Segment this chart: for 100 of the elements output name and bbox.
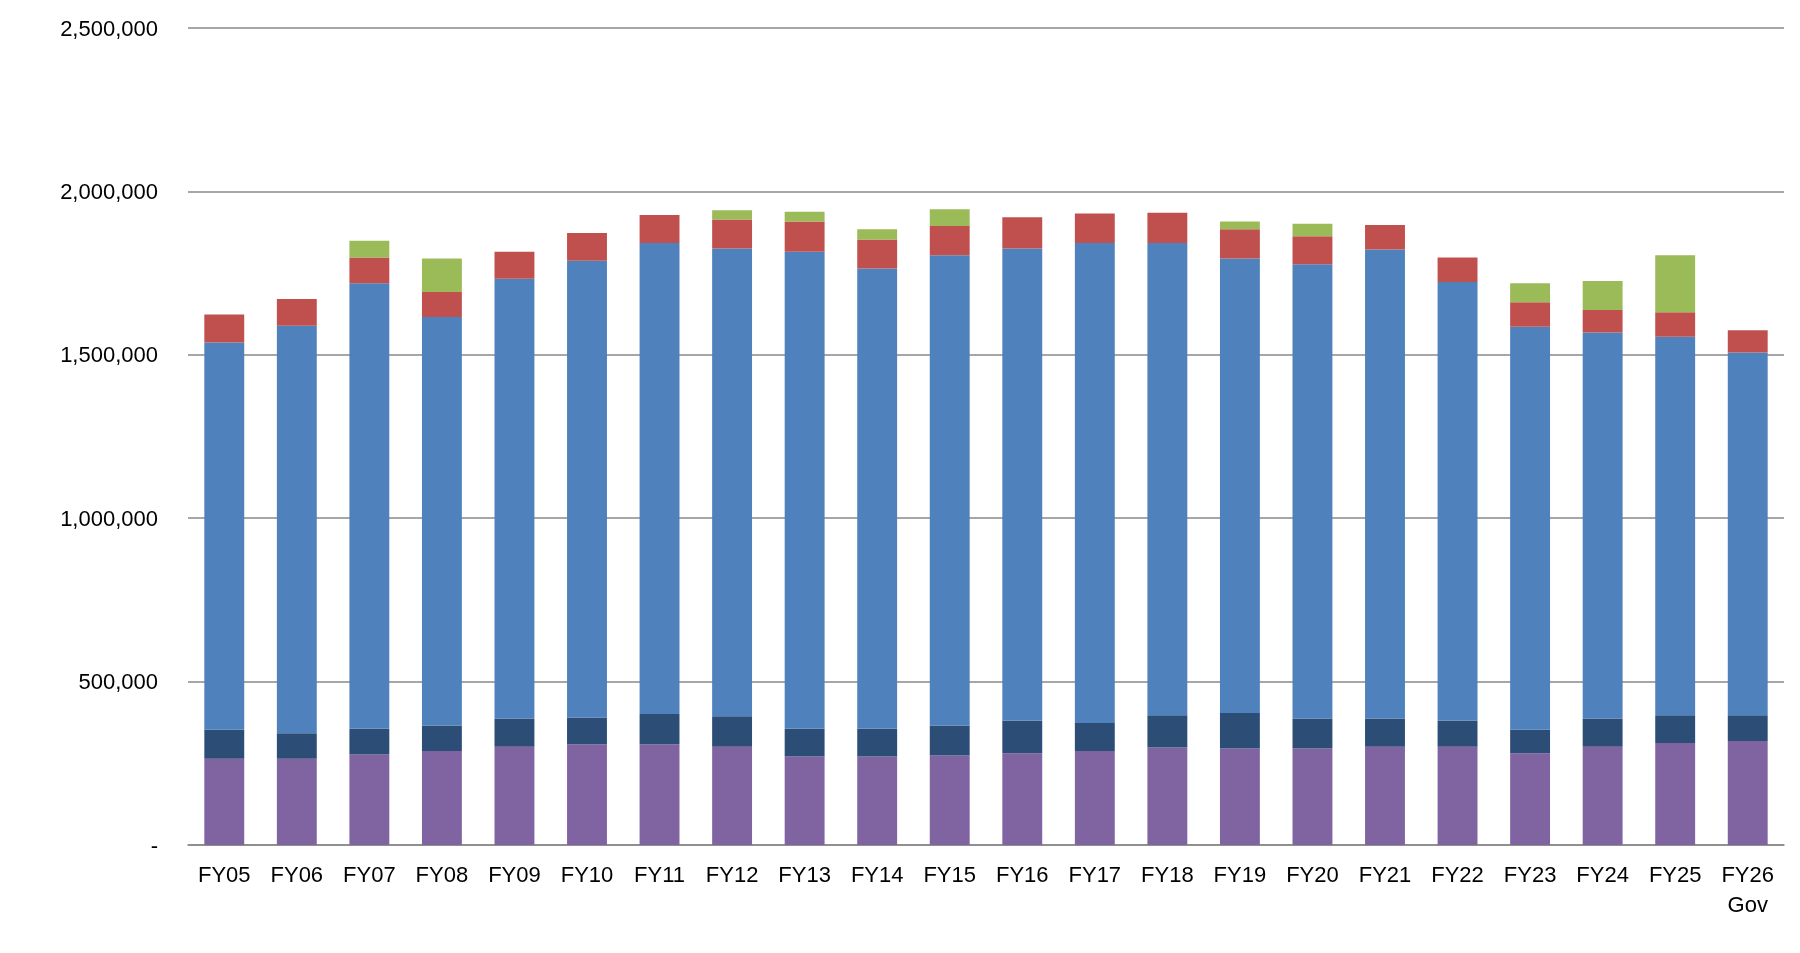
bar [204,314,245,343]
bar [1727,352,1768,716]
bar [349,283,390,729]
bar [421,750,462,845]
x-tick-label: FY19 [1213,861,1267,887]
bar [929,725,970,756]
bar [349,240,390,258]
bar [784,221,825,252]
bar [1292,223,1333,237]
bar [784,728,825,757]
bar [712,248,753,717]
bar [567,232,607,261]
x-tick-label: FY26 Gov [1721,861,1775,917]
bar [1582,718,1623,747]
bar [1437,257,1478,282]
bar [712,219,753,249]
y-tick-label: - [150,832,158,858]
x-tick-label: FY09 [488,861,541,887]
y-tick-label: 500,000 [78,669,158,695]
bar [1655,255,1696,313]
bar [1437,281,1478,721]
bar [857,756,898,845]
x-tick-label: FY20 [1286,861,1339,887]
bar [494,718,535,747]
bar [1510,326,1551,730]
bar [929,255,970,726]
bar [639,713,680,745]
bar [1219,712,1260,749]
bar [1074,723,1115,751]
x-tick-label: FY12 [705,861,759,887]
bar [784,211,825,222]
bar [857,239,898,269]
bar [1437,720,1478,747]
bar [276,733,317,759]
bar [1292,236,1333,265]
bar [494,278,535,719]
bar [1219,229,1260,259]
bar [1365,249,1405,719]
bar [929,226,970,256]
x-tick-label: FY15 [923,861,977,887]
x-tick-label: FY08 [415,861,469,887]
bar [1219,748,1260,845]
bar [1147,715,1188,748]
bar [639,243,680,714]
bar [1582,310,1623,333]
x-tick-label: FY18 [1141,861,1194,887]
bar [204,342,245,730]
x-tick-label: FY21 [1358,861,1412,887]
bar [1727,741,1768,845]
bar [1510,302,1551,327]
bar [1365,225,1405,250]
bar [1437,746,1478,845]
bar [1510,729,1551,754]
bar [567,744,607,845]
bar [349,257,390,284]
bar [1002,753,1043,845]
x-tick-label: FY10 [560,861,614,887]
bar [1655,312,1696,337]
bar [1074,243,1115,724]
bar [712,716,753,747]
bar [349,728,390,755]
y-tick-label: 2,500,000 [60,15,158,41]
x-tick-label: FY22 [1431,861,1484,887]
y-tick-label: 1,000,000 [60,505,158,531]
bar [1365,718,1405,747]
bar [1582,746,1623,845]
bar [1292,718,1333,749]
bar [1147,212,1188,244]
bar [929,209,970,227]
bar [1002,217,1043,249]
bar [857,229,898,240]
bar [1727,715,1768,742]
bar [567,260,607,718]
bar [1292,748,1333,845]
x-tick-label: FY14 [850,861,904,887]
bar [1655,715,1696,744]
bar [712,746,753,845]
bar [1147,243,1188,716]
bar [1582,280,1623,311]
bar [276,298,317,326]
bar [349,754,390,845]
bar [204,729,245,759]
bar [1219,258,1260,713]
bar [567,717,607,745]
bar [1147,747,1188,845]
bar [1655,743,1696,845]
x-tick-label: FY24 [1576,861,1629,887]
bar [639,214,680,244]
x-tick-label: FY06 [270,861,324,887]
x-tick-label: FY25 [1648,861,1702,887]
bar [1510,283,1551,303]
bar [494,746,535,845]
x-tick-label: FY13 [778,861,831,887]
bar [204,758,245,845]
x-tick-label: FY16 [995,861,1049,887]
bar [421,316,462,726]
bar [1002,720,1043,754]
bar [784,756,825,845]
bar [494,251,535,279]
bar [1510,753,1551,845]
